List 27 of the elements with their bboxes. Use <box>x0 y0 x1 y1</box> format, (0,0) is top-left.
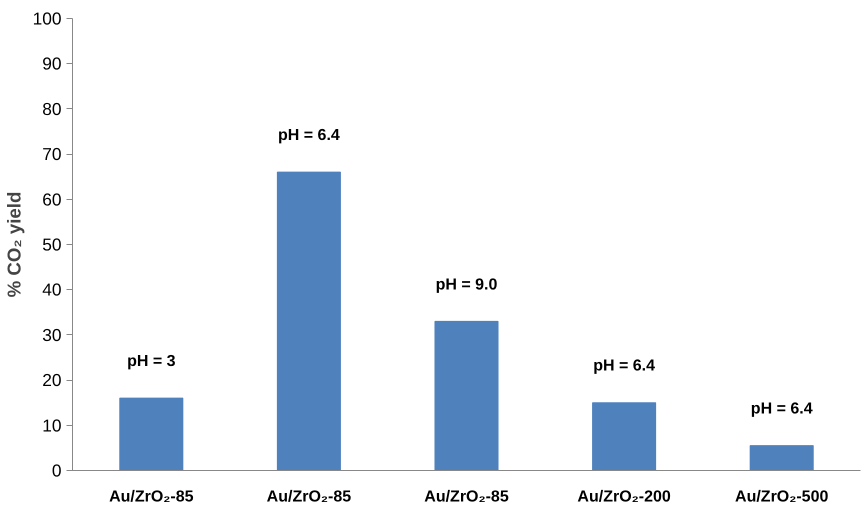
annotation: pH = 3 <box>127 353 176 370</box>
bar <box>119 398 184 470</box>
annotation: pH = 6.4 <box>750 400 813 418</box>
bar <box>276 172 341 470</box>
annotation: pH = 9.0 <box>436 276 498 294</box>
x-tick-label: Au/ZrO₂-85 <box>424 488 509 506</box>
bar <box>592 402 656 470</box>
y-tick-label: 60 <box>42 189 62 210</box>
y-tick-label: 0 <box>52 460 62 480</box>
y-tick-label: 50 <box>42 234 62 254</box>
y-tick-label: 100 <box>32 8 62 28</box>
y-tick-label: 90 <box>42 54 62 74</box>
y-axis-title: % CO₂ yield <box>4 192 25 298</box>
y-tick-label: 80 <box>42 98 62 119</box>
x-tick-label: Au/ZrO₂-200 <box>577 488 671 506</box>
x-tick-label: Au/ZrO₂-85 <box>109 488 194 506</box>
y-tick-label: 40 <box>42 280 62 300</box>
annotation: pH = 6.4 <box>593 358 656 375</box>
annotation: pH = 6.4 <box>278 127 340 144</box>
x-tick-label: Au/ZrO₂-85 <box>266 488 352 506</box>
y-tick-label: 30 <box>42 324 62 345</box>
y-tick-label: 10 <box>42 415 62 436</box>
x-tick-label: Au/ZrO₂-500 <box>735 488 828 506</box>
bar <box>750 445 814 470</box>
y-tick-label: 70 <box>42 144 62 164</box>
y-tick-label: 20 <box>42 370 62 390</box>
bar <box>434 320 499 470</box>
